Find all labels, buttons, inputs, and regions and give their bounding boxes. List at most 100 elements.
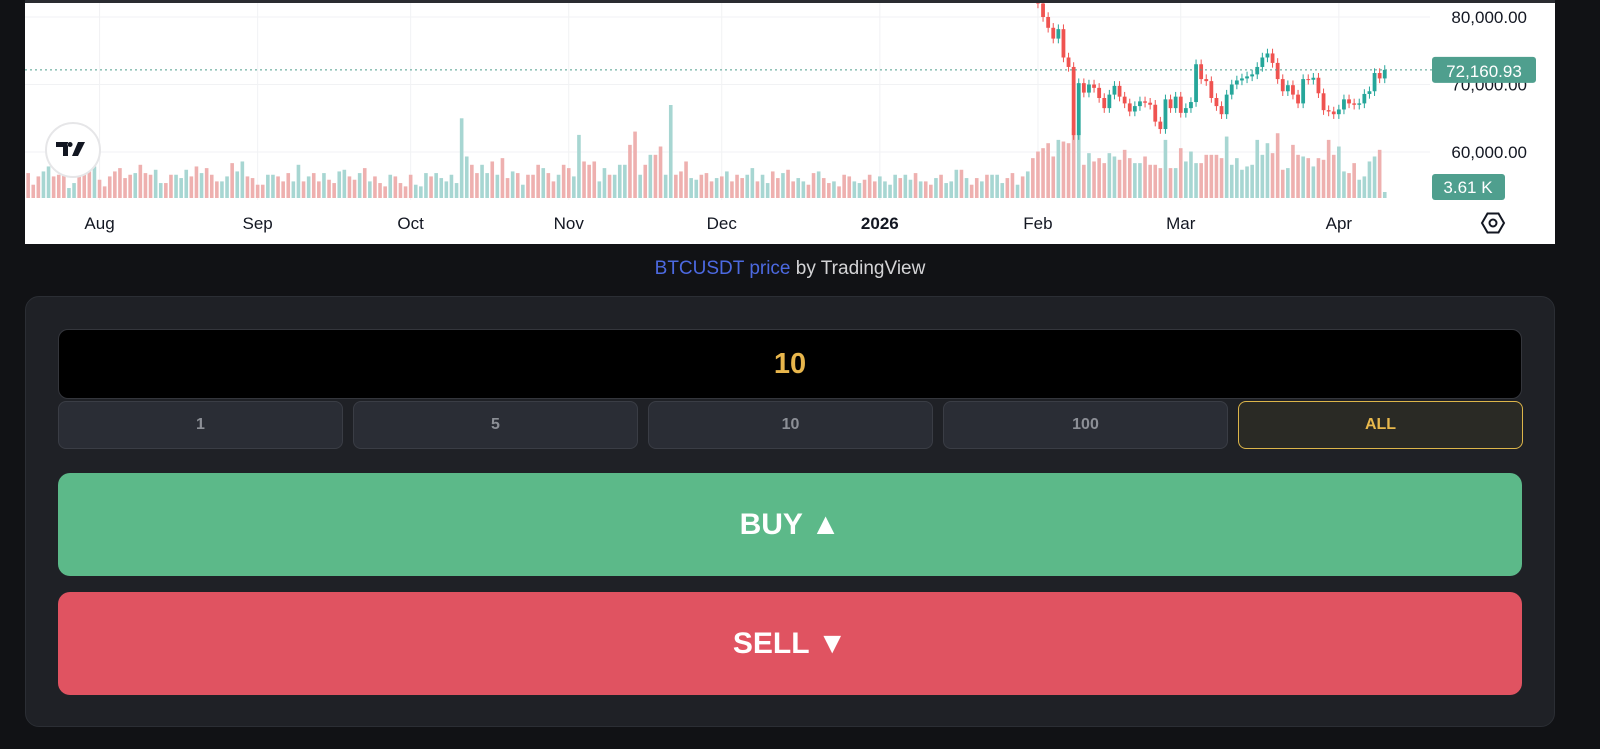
candle-body (1127, 103, 1132, 112)
volume-bar (1138, 163, 1142, 198)
candle-body (1342, 99, 1346, 110)
candle-body (1148, 102, 1153, 105)
volume-bar (1061, 141, 1066, 198)
volume-bar (1342, 171, 1346, 198)
volume-bar (1382, 192, 1387, 198)
candle-body (1296, 94, 1300, 104)
volume-bar (429, 176, 433, 198)
quick-amount-1-button[interactable]: 1 (58, 401, 343, 449)
time-axis-label: Apr (1326, 214, 1353, 233)
volume-bar (1148, 164, 1152, 198)
volume-bar (26, 173, 30, 198)
candle-body (1209, 81, 1214, 98)
volume-bar (776, 178, 780, 198)
volume-bar (623, 164, 627, 198)
volume-bar (1143, 156, 1147, 198)
volume-bar (1321, 159, 1326, 198)
candle-body (1138, 101, 1142, 107)
volume-bar (939, 174, 943, 198)
volume-bar (847, 176, 852, 198)
volume-bar (128, 174, 132, 198)
volume-bar (638, 174, 642, 198)
volume-bar (158, 183, 163, 198)
candle-body (1102, 98, 1107, 109)
volume-bar (643, 164, 648, 198)
amount-input[interactable]: 10 (58, 329, 1522, 399)
candle-body (1347, 99, 1351, 104)
volume-bar (755, 181, 760, 198)
volume-bar (964, 178, 969, 198)
time-axis-label: Aug (84, 214, 114, 233)
volume-bar (827, 183, 831, 198)
candle-body (1158, 121, 1163, 130)
volume-bar (368, 181, 372, 198)
candle-body (1092, 84, 1096, 88)
tradingview-logo-icon (56, 142, 85, 156)
volume-bar (393, 176, 398, 198)
volume-bar (113, 171, 117, 198)
quick-amount-100-button[interactable]: 100 (943, 401, 1228, 449)
candle-body (1143, 101, 1147, 103)
quick-amount-10-button[interactable]: 10 (648, 401, 933, 449)
tradingview-chart[interactable]: 80,000.00 70,000.00 60,000.00 72,160.93 3.61… (25, 0, 1555, 244)
volume-bar (174, 174, 178, 198)
volume-bar (694, 179, 699, 198)
volume-bar (918, 181, 923, 198)
tradingview-logo[interactable] (45, 122, 101, 178)
volume-bar (1214, 154, 1219, 198)
volume-bar (419, 186, 423, 198)
last-volume-label: 3.61 K (1443, 178, 1493, 197)
volume-bar (485, 173, 489, 198)
volume-bar (209, 174, 214, 198)
candle-body (1041, 3, 1045, 17)
candle-body (1122, 96, 1127, 104)
last-price-label: 72,160.93 (1446, 62, 1522, 81)
volume-bar (1296, 154, 1300, 198)
volume-bar (572, 176, 576, 198)
volume-bar (699, 174, 704, 198)
candle-body (1214, 98, 1219, 107)
volume-bar (235, 171, 240, 198)
volume-bar (628, 144, 632, 198)
volume-bar (495, 174, 500, 198)
volume-bar (490, 161, 495, 198)
volume-bar (658, 146, 663, 198)
symbol-price-link[interactable]: BTCUSDT price (654, 258, 791, 279)
volume-bar (592, 161, 597, 198)
volume-bar (842, 174, 846, 198)
volume-bar (714, 178, 719, 198)
buy-button[interactable]: BUY ▲ (58, 473, 1522, 576)
volume-bar (959, 169, 964, 198)
volume-bar (31, 184, 36, 198)
volume-bar (1117, 159, 1122, 198)
candle-body (1036, 3, 1040, 4)
volume-bar (1306, 158, 1311, 198)
volume-bar (602, 168, 607, 198)
volume-bar (153, 169, 158, 198)
time-axis-label: Oct (397, 214, 424, 233)
candle-body (1189, 102, 1193, 109)
volume-bar (750, 168, 755, 198)
sell-button[interactable]: SELL ▼ (58, 592, 1522, 695)
candle-body (1112, 85, 1117, 95)
volume-bar (1184, 161, 1188, 198)
candle-body (1173, 96, 1178, 109)
volume-bar (954, 169, 959, 198)
volume-bar (424, 173, 428, 198)
candle-body (1291, 85, 1295, 95)
chart-canvas[interactable]: 80,000.0070,000.0060,000.0072,160.933.61… (25, 0, 1555, 244)
candle-body (1163, 99, 1168, 130)
quick-amount-5-button[interactable]: 5 (353, 401, 638, 449)
volume-bar (663, 174, 668, 198)
volume-bar (1301, 156, 1305, 198)
volume-bar (1270, 153, 1275, 198)
volume-bar (1209, 154, 1214, 198)
volume-bar (1122, 149, 1127, 198)
volume-bar (388, 174, 393, 198)
quick-amount-all-button[interactable]: ALL (1238, 401, 1523, 449)
settings-hexagon-icon[interactable] (1480, 212, 1506, 234)
volume-bar (1168, 168, 1173, 198)
candle-body (1367, 91, 1372, 94)
volume-bar (704, 173, 709, 198)
candle-body (1352, 103, 1357, 105)
